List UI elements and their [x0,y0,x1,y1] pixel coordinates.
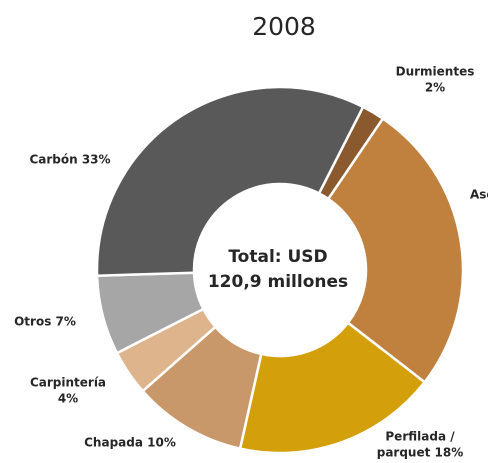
data-label: Otros 7% [14,315,76,329]
donut-slice [326,116,465,384]
data-label: Carpintería [30,376,106,390]
data-label: Carbón 33% [29,153,110,167]
data-label: Durmientes [396,65,475,79]
data-label: 2% [425,81,445,95]
data-label: Chapada 10% [84,436,176,450]
chart-title: 2008 [252,12,316,41]
donut-slice [238,320,427,455]
center-text: 120,9 millones [208,272,348,292]
data-label: Aserrada 26% [470,188,488,202]
data-label: parquet 18% [377,446,464,460]
data-label: 4% [58,392,78,406]
data-label: Perfilada / [385,430,455,444]
donut-slice [95,85,365,278]
center-text: Total: USD [228,247,327,267]
